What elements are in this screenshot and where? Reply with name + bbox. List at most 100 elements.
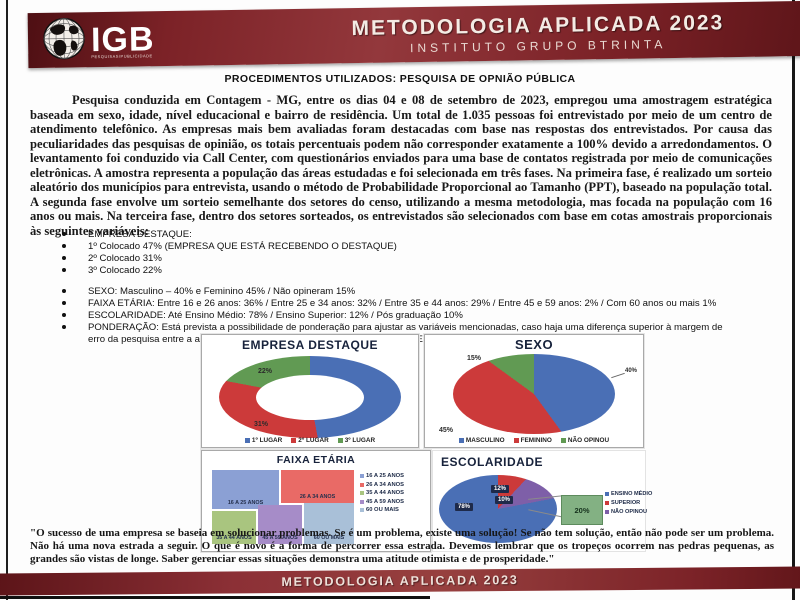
list-item: SEXO: Masculino – 40% e Feminino 45% / N… [62, 286, 740, 298]
legend-label: 26 A 34 ANOS [366, 481, 405, 488]
logo: IGB PESQUISAS/PUBLICIDADE [42, 15, 155, 66]
page-title: PROCEDIMENTOS UTILIZADOS: PESQUISA DE OP… [224, 73, 576, 85]
sexo-pie [453, 354, 615, 434]
legend-item: FEMININO [513, 437, 552, 444]
treemap-block: 60 OU MAIS [304, 503, 354, 544]
chart-faixa-etaria: FAIXA ETÁRIA 16 A 25 ANOS 26 A 34 ANOS 3… [201, 450, 431, 552]
legend-item: 26 A 34 ANOS [360, 482, 404, 488]
slice-label-purple: 10% [495, 496, 514, 504]
legend-swatch [360, 499, 364, 504]
list-item: ESCOLARIDADE: Até Ensino Médio: 78% / En… [62, 310, 740, 322]
header-banner: IGB PESQUISAS/PUBLICIDADE METODOLOGIA AP… [27, 0, 800, 69]
legend-label: 1º LUGAR [251, 437, 283, 444]
list-item: EMPRESA DESTAQUE: [62, 229, 740, 241]
footer-title: METODOLOGIA APLICADA 2023 [281, 572, 519, 590]
treemap: 16 A 25 ANOS 26 A 34 ANOS 35 A 44 ANOS 4… [212, 470, 354, 544]
logo-subtext: PESQUISAS/PUBLICIDADE [91, 52, 153, 59]
slice-label-red: 31% [254, 421, 269, 428]
legend-label: SUPERIOR [611, 500, 641, 506]
chart-title: ESCOLARIDADE [441, 455, 544, 469]
legend-item: 45 A 59 ANOS [360, 499, 404, 505]
slice-label-red: 45% [439, 427, 454, 434]
slice-label-green: 15% [467, 355, 482, 362]
slice-label-blue: 78% [455, 503, 474, 511]
legend-item: 60 OU MAIS [360, 507, 404, 513]
logo-text: IGB [90, 19, 155, 59]
legend-swatch [360, 474, 364, 478]
bullet-icon [62, 241, 88, 253]
legend-label: 60 OU MAIS [366, 507, 399, 513]
legend-swatch-red [605, 501, 609, 505]
intro-paragraph: Pesquisa conduzida em Contagem - MG, ent… [30, 93, 772, 238]
treemap-block: 26 A 34 ANOS [281, 470, 354, 503]
legend-label: MASCULINO [465, 437, 505, 444]
legend-swatch-red [513, 438, 519, 443]
scan-edge-left [6, 0, 8, 600]
legend-swatch-green [560, 438, 566, 443]
legend-swatch-blue [605, 492, 609, 496]
legend-swatch [360, 508, 364, 512]
legend-item: ENSINO MÉDIO [605, 491, 652, 497]
legend-swatch-blue [244, 438, 250, 443]
chart-title: FAIXA ETÁRIA [276, 454, 356, 466]
treemap-block: 35 A 44 ANOS [212, 511, 256, 544]
legend-swatch-red [291, 438, 297, 443]
chart-empresa-destaque: EMPRESA DESTAQUE 22% 31% 1º LUGAR 2º LUG… [201, 334, 419, 448]
chart-title: SEXO [514, 337, 554, 352]
callout-line [611, 372, 625, 379]
legend-item: 16 A 25 ANOS [360, 473, 404, 479]
slice-label-red: 12% [491, 485, 510, 493]
list-item: 2º Colocado 31% [62, 253, 740, 265]
chart-sexo: SEXO 15% 45% 40% MASCULINO FEMININO NÃO … [424, 334, 644, 448]
treemap-block: 45 A 59 ANOS [258, 505, 302, 544]
bullet-text: 2º Colocado 31% [88, 253, 162, 264]
chart-legend: ENSINO MÉDIO SUPERIOR NÃO OPINOU [605, 491, 652, 515]
chart-title: EMPRESA DESTAQUE [241, 338, 378, 352]
legend-label: FEMININO [520, 437, 552, 444]
bullet-icon [62, 229, 88, 241]
legend-label: 45 A 59 ANOS [366, 498, 405, 505]
list-group-gap [62, 277, 740, 286]
chart-escolaridade: ESCOLARIDADE 78% 12% 10% 20% ENSINO MÉDI… [432, 450, 652, 552]
legend-label: ENSINO MÉDIO [611, 491, 653, 497]
slice-label-green: 22% [258, 368, 273, 375]
legend-label: NÃO OPINOU [611, 509, 648, 515]
legend-item: SUPERIOR [605, 500, 652, 506]
intro-paragraph-text: Pesquisa conduzida em Contagem - MG, ent… [30, 93, 772, 238]
scan-edge-bottom [0, 596, 430, 599]
bullet-icon [62, 298, 88, 310]
legend-label: 35 A 44 ANOS [366, 490, 405, 496]
treemap-block: 16 A 25 ANOS [212, 470, 279, 509]
scan-edge-right [792, 0, 795, 600]
list-item: 3º Colocado 22% [62, 265, 740, 277]
bullet-text: EMPRESA DESTAQUE: [88, 229, 192, 240]
slice-label-blue: 40% [625, 368, 638, 374]
chart-legend: MASCULINO FEMININO NÃO OPINOU [425, 437, 643, 444]
legend-item: 2º LUGAR [291, 437, 329, 444]
list-item: FAIXA ETÁRIA: Entre 16 e 26 anos: 36% / … [62, 298, 740, 310]
legend-label: 3º LUGAR [344, 437, 376, 444]
bullet-icon [62, 286, 88, 298]
bullet-list: EMPRESA DESTAQUE: 1º Colocado 47% (EMPRE… [62, 229, 740, 346]
callout-box: 20% [561, 495, 603, 525]
legend-item: MASCULINO [458, 437, 505, 444]
legend-item: NÃO OPINOU [605, 509, 652, 515]
bullet-text: FAIXA ETÁRIA: Entre 16 e 26 anos: 36% / … [88, 298, 717, 309]
legend-label: 2º LUGAR [298, 437, 329, 444]
legend-swatch [360, 491, 364, 495]
bullet-icon [62, 265, 88, 277]
bullet-text: SEXO: Masculino – 40% e Feminino 45% / N… [88, 286, 356, 297]
list-item: 1º Colocado 47% (EMPRESA QUE ESTÁ RECEBE… [62, 241, 740, 253]
bullet-text: ESCOLARIDADE: Até Ensino Médio: 78% / En… [88, 310, 463, 321]
legend-swatch-blue [458, 438, 464, 443]
legend-item: 1º LUGAR [244, 437, 283, 444]
bullet-text: 1º Colocado 47% (EMPRESA QUE ESTÁ RECEBE… [88, 241, 397, 252]
globe-icon [42, 16, 87, 66]
closing-quote: "O sucesso de uma empresa se baseia em s… [30, 527, 774, 565]
legend-item: NÃO OPINOU [560, 437, 610, 444]
chart-legend: 16 A 25 ANOS 26 A 34 ANOS 35 A 44 ANOS 4… [360, 473, 404, 513]
bullet-icon [62, 310, 88, 322]
legend-label: NÃO OPINOU [567, 437, 610, 444]
legend-label: 16 A 25 ANOS [366, 473, 405, 479]
